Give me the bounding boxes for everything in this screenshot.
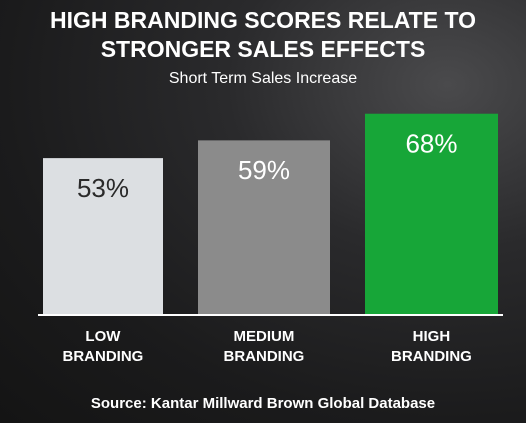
chart-title: HIGH BRANDING SCORES RELATE TO STRONGER … — [50, 7, 476, 62]
category-label: LOW BRANDING — [62, 328, 144, 365]
value-label: 53% — [77, 173, 129, 203]
category-label: MEDIUM BRANDING — [223, 328, 305, 365]
value-label: 68% — [405, 129, 457, 159]
value-label: 59% — [238, 155, 290, 185]
bar — [365, 113, 498, 315]
chart-subtitle: Short Term Sales Increase — [168, 70, 358, 87]
bar — [43, 158, 163, 315]
bar — [198, 140, 330, 315]
source-note: Source: Kantar Millward Brown Global Dat… — [90, 395, 436, 412]
category-label: HIGH BRANDING — [391, 328, 472, 365]
